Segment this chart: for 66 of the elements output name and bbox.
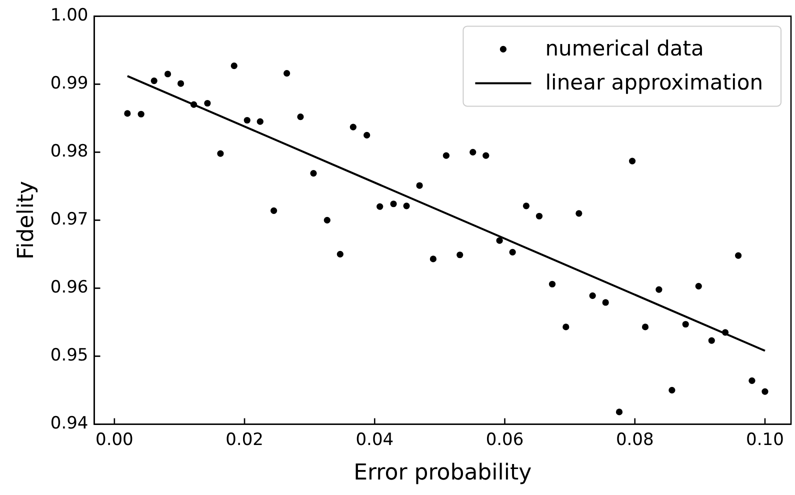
y-tick-label: 0.98 xyxy=(50,142,88,162)
x-tick-label: 0.04 xyxy=(356,430,394,450)
point xyxy=(124,110,131,117)
point xyxy=(150,78,158,84)
point xyxy=(522,202,530,210)
point xyxy=(470,148,476,156)
point xyxy=(708,337,715,344)
point xyxy=(442,152,450,159)
x-tick-label: 0.02 xyxy=(226,430,264,450)
point xyxy=(496,237,503,244)
point xyxy=(602,299,609,306)
point xyxy=(562,324,570,330)
y-tick-label: 1.00 xyxy=(50,6,88,26)
point xyxy=(456,252,464,258)
y-tick-label: 0.97 xyxy=(50,210,88,230)
y-tick-label: 0.94 xyxy=(50,414,88,434)
point xyxy=(403,202,410,210)
y-tick-label: 0.95 xyxy=(50,346,88,366)
x-tick-label: 0.08 xyxy=(616,430,654,450)
x-tick-label: 0.06 xyxy=(486,430,524,450)
point xyxy=(324,216,330,224)
point xyxy=(430,256,436,262)
point xyxy=(536,212,543,220)
point xyxy=(695,282,702,290)
point xyxy=(682,320,689,328)
x-tick-label: 0.10 xyxy=(746,430,784,450)
legend-label: linear approximation xyxy=(545,70,764,95)
point xyxy=(217,150,224,157)
point xyxy=(164,70,172,78)
point xyxy=(548,280,556,288)
point xyxy=(190,101,198,108)
point xyxy=(576,210,582,217)
y-tick-label: 0.99 xyxy=(50,74,88,94)
y-axis-title: Fidelity xyxy=(14,180,39,260)
point xyxy=(177,80,184,87)
point xyxy=(735,252,742,259)
point xyxy=(748,377,756,384)
point xyxy=(297,114,304,120)
point xyxy=(284,70,290,77)
point xyxy=(244,116,250,124)
x-tick-label: 0.00 xyxy=(95,430,134,450)
point xyxy=(336,250,344,258)
point xyxy=(138,110,144,118)
point xyxy=(350,124,356,130)
point xyxy=(230,62,238,70)
point xyxy=(589,292,596,299)
point xyxy=(364,132,370,138)
point xyxy=(668,386,676,394)
y-tick-label: 0.96 xyxy=(50,278,88,298)
point xyxy=(628,158,636,164)
legend-label: numerical data xyxy=(545,36,704,61)
point xyxy=(416,182,423,189)
point xyxy=(204,100,211,107)
x-axis-title: Error probability xyxy=(354,460,532,486)
point xyxy=(376,203,384,210)
point xyxy=(482,152,490,159)
point xyxy=(390,200,397,208)
point xyxy=(722,329,729,336)
point xyxy=(256,118,264,125)
point xyxy=(310,170,317,177)
point xyxy=(270,207,278,214)
point xyxy=(642,324,649,330)
point xyxy=(656,286,662,293)
point xyxy=(762,388,768,395)
point xyxy=(616,408,623,416)
point xyxy=(509,248,516,256)
